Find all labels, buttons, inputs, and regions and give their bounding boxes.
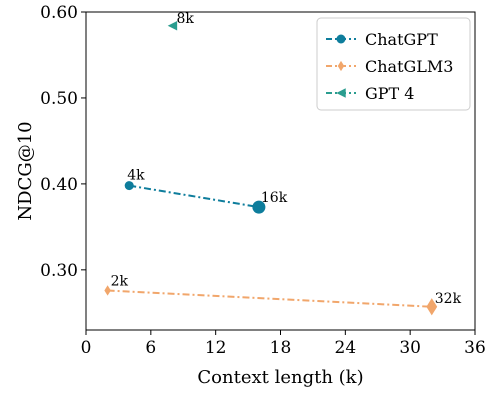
legend-marker-gpt-4 [336, 88, 346, 98]
legend-label-chatglm3: ChatGLM3 [365, 57, 453, 76]
data-point-chatglm3 [104, 285, 111, 296]
series-chatgpt: 4k 16k [124, 168, 288, 214]
data-point-chatgpt [124, 181, 134, 191]
legend-marker-chatglm3 [337, 60, 345, 72]
series-line-chatgpt [129, 184, 260, 209]
series-chatglm3: 2k 32k [104, 273, 462, 316]
x-tick-label: 24 [335, 338, 357, 358]
x-tick-label: 30 [399, 338, 421, 358]
legend-marker-chatgpt [336, 34, 346, 44]
x-tick-label: 36 [464, 338, 486, 358]
x-axis: 0 6 12 18 24 30 36 [81, 330, 486, 358]
data-point-gpt-4 [167, 21, 178, 31]
data-label-chatglm3: 2k [111, 273, 129, 289]
x-tick-label: 12 [205, 338, 227, 358]
data-label-chatgpt: 4k [127, 168, 145, 184]
x-tick-label: 6 [145, 338, 156, 358]
y-tick-label: 0.30 [40, 261, 78, 281]
x-tick-label: 0 [81, 338, 92, 358]
legend-label-gpt-4: GPT 4 [365, 84, 414, 103]
y-tick-label: 0.40 [40, 175, 78, 195]
data-label-chatglm3: 32k [435, 291, 462, 307]
y-axis: 0.30 0.40 0.50 0.60 [40, 3, 86, 281]
plot-content: 4k 16k 2k 32k 8k [104, 11, 462, 316]
y-tick-label: 0.50 [40, 89, 78, 109]
legend-box [316, 17, 471, 111]
series-gpt-4: 8k [167, 11, 194, 31]
x-tick-label: 18 [270, 338, 292, 358]
legend: ChatGPT ChatGLM3 GPT 4 [316, 17, 471, 111]
y-tick-label: 0.60 [40, 3, 78, 23]
data-label-chatgpt: 16k [261, 190, 288, 206]
y-axis-title: NDCG@10 [15, 121, 36, 220]
data-label-gpt-4: 8k [176, 11, 194, 27]
data-point-chatglm3 [426, 298, 438, 316]
data-point-chatgpt [252, 200, 266, 214]
x-axis-title: Context length (k) [197, 367, 363, 388]
legend-label-chatgpt: ChatGPT [365, 30, 438, 49]
series-line-chatglm3 [107, 289, 432, 308]
